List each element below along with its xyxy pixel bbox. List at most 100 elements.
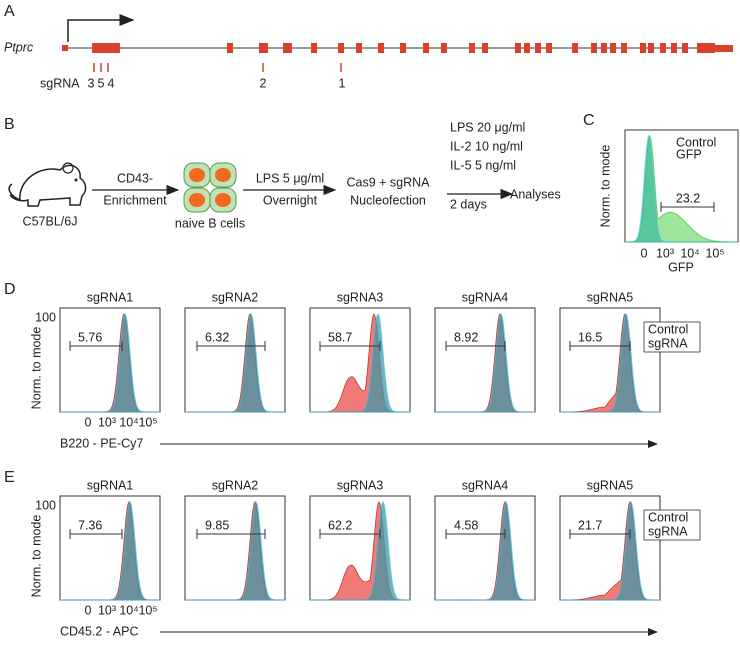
plot-title: sgRNA3 <box>337 290 384 304</box>
mouse-icon <box>8 164 87 207</box>
x-tick-label: 10³ <box>656 246 674 260</box>
plot-frame <box>59 307 161 413</box>
exon <box>92 43 120 53</box>
exon <box>62 45 68 51</box>
label: CD43- <box>117 171 153 185</box>
legend-entry: Control <box>648 322 688 336</box>
exon <box>311 43 317 53</box>
plot-title: sgRNA4 <box>462 290 509 304</box>
sgrna-label: sgRNA <box>40 76 80 90</box>
label: Enrichment <box>103 193 167 207</box>
exon <box>378 43 384 53</box>
legend-entry: Control <box>676 135 716 149</box>
exon <box>227 43 233 53</box>
x-tick-label: 10⁵ <box>138 415 157 429</box>
exon <box>697 43 703 53</box>
histogram-control <box>185 312 285 413</box>
exon <box>524 43 530 53</box>
x-axis-label: B220 - PE-Cy7 <box>60 436 143 450</box>
gate <box>569 341 631 351</box>
histogram-control <box>625 134 738 243</box>
label: Nucleofection <box>350 193 426 207</box>
y-tick-label: 100 <box>35 310 56 324</box>
exon <box>469 43 475 53</box>
plot-frame <box>434 307 536 413</box>
x-tick-label: 10⁴ <box>680 246 699 260</box>
nucleus <box>189 168 205 182</box>
exon <box>621 43 627 53</box>
histogram-control <box>435 500 535 601</box>
plot-title: sgRNA4 <box>462 478 509 492</box>
label: LPS 5 μg/ml <box>256 171 324 185</box>
panel-label: A <box>4 3 15 20</box>
sgrna-number: 4 <box>108 76 115 90</box>
gate-value: 5.76 <box>78 330 102 344</box>
histogram-control <box>560 312 660 413</box>
gene-name: Ptprc <box>4 40 34 54</box>
exon <box>515 43 521 53</box>
legend-box <box>643 321 701 353</box>
x-tick-label: 0 <box>85 415 92 429</box>
histogram-control <box>310 500 410 601</box>
exon <box>682 43 688 53</box>
gate-value: 4.58 <box>454 518 478 532</box>
gate-value: 6.32 <box>205 330 229 344</box>
label: Cas9 + sgRNA <box>346 175 430 189</box>
legend-entry: Control <box>648 510 688 524</box>
sgrna-number: 1 <box>339 76 346 90</box>
histogram-control <box>435 312 535 413</box>
label: naive B cells <box>175 216 245 230</box>
legend-entry: sgRNA <box>648 524 688 538</box>
nucleus <box>189 193 205 207</box>
x-axis-label: GFP <box>668 260 694 274</box>
gate <box>196 529 266 539</box>
label: IL-5 5 ng/ml <box>450 158 516 172</box>
sgrna-number: 5 <box>98 76 105 90</box>
histogram-control <box>560 500 660 601</box>
label: LPS 20 μg/ml <box>450 120 525 134</box>
exon <box>283 43 292 53</box>
exon <box>601 43 607 53</box>
sgrna-number: 2 <box>260 76 267 90</box>
exon <box>610 43 616 53</box>
label: IL-2 10 ng/ml <box>450 139 523 153</box>
plot-frame <box>434 495 536 601</box>
exon <box>535 43 541 53</box>
gate <box>319 529 381 539</box>
legend-box <box>643 509 701 541</box>
exon <box>572 43 578 53</box>
mouse-ear <box>62 162 74 174</box>
gate-value: 21.7 <box>578 518 602 532</box>
legend-entry: GFP <box>676 147 702 161</box>
label: 2 days <box>450 197 487 211</box>
x-axis-label: CD45.2 - APC <box>60 624 139 638</box>
histogram-sgrna <box>435 313 535 413</box>
histogram-sgrna <box>60 313 160 413</box>
y-tick-label: 100 <box>35 498 56 512</box>
gate <box>319 341 381 351</box>
x-tick-label: 10⁵ <box>138 603 157 617</box>
x-tick-label: 10⁴ <box>119 603 138 617</box>
x-tick-label: 0 <box>641 246 648 260</box>
histogram-sgrna <box>60 501 160 601</box>
label: Analyses <box>510 187 561 201</box>
exon <box>703 43 715 53</box>
plot-frame <box>184 495 286 601</box>
exon <box>648 43 654 53</box>
plot-frame <box>184 307 286 413</box>
nucleus <box>215 193 231 207</box>
panel-label: C <box>583 112 595 129</box>
gate-value: 7.36 <box>78 518 102 532</box>
exon <box>400 43 406 53</box>
x-tick-label: 10³ <box>98 415 116 429</box>
gate <box>196 341 266 351</box>
histogram-control <box>60 500 160 601</box>
mouse-label: C57BL/6J <box>23 214 78 228</box>
mouse-eye <box>74 178 78 182</box>
plot-title: sgRNA1 <box>87 478 134 492</box>
gate <box>69 529 123 539</box>
exon <box>715 45 733 52</box>
panel-label: E <box>4 469 15 486</box>
y-axis-label: Norm. to mode <box>598 145 612 228</box>
histogram-sgrna <box>185 501 285 601</box>
